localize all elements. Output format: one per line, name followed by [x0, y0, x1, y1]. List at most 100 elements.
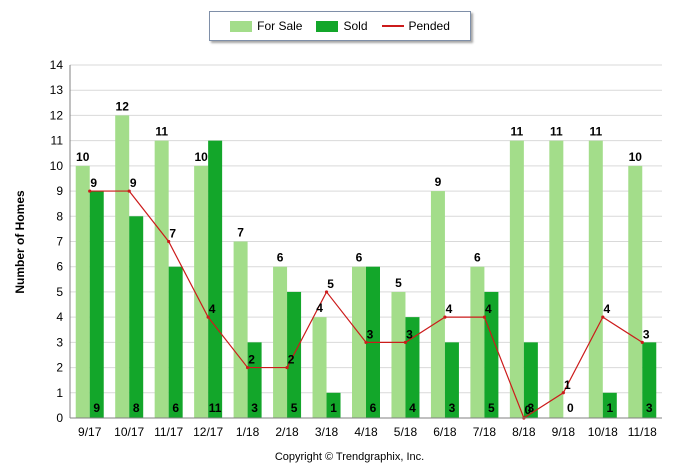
legend-swatch-for-sale: [230, 20, 253, 32]
data-label-for-sale: 6: [277, 251, 284, 265]
data-label-for-sale: 10: [629, 150, 643, 164]
x-tick-label: 2/18: [275, 425, 299, 439]
data-label-pended: 3: [367, 327, 374, 341]
data-label-sold: 1: [606, 401, 613, 415]
data-label-for-sale: 11: [511, 125, 524, 139]
bar-sold: [326, 392, 341, 418]
bar-sold: [523, 342, 538, 418]
data-label-for-sale: 5: [395, 276, 402, 290]
x-tick-label: 4/18: [354, 425, 378, 439]
data-label-sold: 3: [449, 401, 456, 415]
legend-item-sold: Sold: [316, 19, 368, 33]
data-label-pended: 9: [90, 176, 97, 190]
bars: [75, 115, 657, 418]
y-tick-label: 11: [51, 134, 64, 148]
pended-point: [403, 340, 408, 344]
data-label-for-sale: 10: [76, 150, 90, 164]
bar-for-sale: [470, 266, 485, 418]
data-label-for-sale: 6: [356, 251, 363, 265]
bar-sold: [168, 266, 183, 418]
bar-for-sale: [549, 140, 564, 418]
bar-sold: [484, 291, 499, 418]
bar-for-sale: [194, 165, 209, 418]
data-label-pended: 5: [327, 277, 334, 291]
data-label-pended: 4: [209, 302, 216, 316]
data-label-sold: 0: [567, 401, 574, 415]
pended-point: [482, 315, 486, 319]
y-tick-label: 14: [50, 58, 64, 72]
bar-for-sale: [75, 165, 90, 418]
bar-sold: [89, 191, 104, 418]
legend-swatch-pended: [381, 25, 404, 27]
y-tick-label: 9: [56, 184, 63, 198]
bar-for-sale: [588, 140, 603, 418]
bar-for-sale: [628, 165, 643, 418]
bar-sold: [444, 342, 459, 418]
bar-for-sale: [509, 140, 524, 418]
data-label-sold: 11: [209, 401, 222, 415]
data-label-sold: 3: [528, 401, 535, 415]
data-label-sold: 6: [370, 401, 377, 415]
bar-sold: [247, 342, 262, 418]
x-tick-label: 1/18: [236, 425, 260, 439]
bar-for-sale: [154, 140, 169, 418]
bar-sold: [405, 317, 420, 418]
x-tick-label: 11/18: [628, 425, 657, 439]
pended-point: [443, 315, 447, 319]
y-tick-label: 10: [50, 159, 64, 173]
data-label-sold: 1: [330, 401, 337, 415]
bar-sold: [208, 140, 223, 418]
data-label-for-sale: 4: [316, 301, 323, 315]
y-tick-label: 6: [56, 260, 63, 274]
data-label-pended: 4: [485, 302, 492, 316]
data-label-for-sale: 11: [155, 125, 168, 139]
x-tick-label: 5/18: [394, 425, 418, 439]
data-label-sold: 3: [646, 401, 653, 415]
data-label-for-sale: 11: [589, 125, 602, 139]
data-label-sold: 6: [172, 401, 179, 415]
data-label-sold: 9: [93, 401, 100, 415]
bar-for-sale: [312, 317, 327, 418]
data-label-pended: 2: [288, 353, 295, 367]
data-label-for-sale: 12: [116, 99, 130, 113]
data-label-pended: 1: [564, 378, 571, 392]
pended-point: [601, 315, 605, 319]
pended-point: [246, 365, 250, 370]
x-tick-label: 12/17: [193, 425, 223, 439]
bar-sold: [642, 342, 657, 418]
x-tick-label: 8/18: [512, 425, 536, 439]
legend-label-pended: Pended: [408, 19, 450, 33]
x-tick-label: 7/18: [473, 425, 497, 439]
data-label-pended: 3: [643, 327, 650, 341]
legend-swatch-sold: [316, 20, 339, 32]
data-label-sold: 3: [251, 401, 258, 415]
pended-point: [167, 239, 171, 244]
x-tick-label: 10/17: [114, 425, 144, 439]
pended-line: [88, 189, 644, 420]
data-label-pended: 4: [446, 302, 453, 316]
y-tick-label: 5: [56, 285, 63, 299]
data-label-for-sale: 9: [435, 175, 442, 189]
y-tick-label: 2: [56, 361, 63, 375]
data-label-for-sale: 7: [237, 226, 244, 240]
y-tick-label: 7: [56, 235, 63, 249]
y-tick-label: 3: [56, 335, 63, 349]
bar-for-sale: [352, 266, 366, 418]
pended-point: [640, 340, 644, 344]
x-tick-label: 6/18: [433, 425, 457, 439]
pended-point: [285, 365, 289, 370]
y-tick-label: 8: [56, 209, 63, 223]
pended-point: [127, 189, 131, 193]
y-tick-label: 13: [50, 83, 64, 97]
legend-label-sold: Sold: [343, 19, 368, 33]
pended-point: [324, 290, 329, 294]
data-label-pended: 4: [603, 302, 610, 316]
data-label-sold: 5: [488, 401, 495, 415]
data-label-sold: 4: [409, 401, 416, 415]
bar-for-sale: [430, 191, 445, 418]
copyright-text: Copyright © Trendgraphix, Inc.: [274, 451, 425, 463]
y-axis-label: Number of Homes: [13, 190, 27, 294]
data-labels: 1091281161011736541665493651131101111039…: [76, 99, 653, 417]
